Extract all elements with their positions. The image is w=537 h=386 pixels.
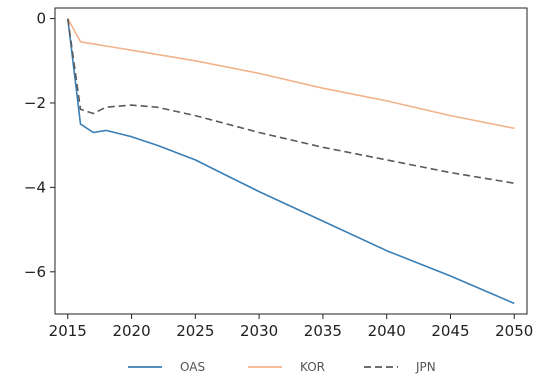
- y-tick-label: −6: [24, 263, 46, 281]
- series-line-kor: [67, 18, 515, 130]
- x-tick-label: 2025: [176, 322, 214, 340]
- y-tick-label: −4: [24, 178, 46, 196]
- x-tick-label: 2045: [431, 322, 469, 340]
- x-tick-label: 2015: [49, 322, 87, 340]
- y-tick-label: −2: [24, 94, 46, 112]
- x-tick-label: 2035: [304, 322, 342, 340]
- x-tick-label: 2050: [495, 322, 533, 340]
- x-tick-label: 2020: [112, 322, 150, 340]
- plot-frame: [54, 7, 528, 315]
- x-tick-label: 2040: [368, 322, 406, 340]
- x-axis: 2015 2020 2025 2030 2035 2040 2045 2050: [49, 314, 533, 340]
- y-tick-label: 0: [36, 10, 46, 28]
- series-layer: [67, 18, 515, 305]
- x-tick-label: 2030: [240, 322, 278, 340]
- y-axis: 0 −2 −4 −6: [24, 10, 55, 281]
- legend: OAS KOR JPN: [128, 360, 436, 374]
- legend-label-kor: KOR: [300, 360, 325, 374]
- legend-label-oas: OAS: [180, 360, 205, 374]
- legend-label-jpn: JPN: [415, 360, 436, 374]
- series-line-jpn: [67, 18, 515, 184]
- series-line-oas: [67, 18, 515, 305]
